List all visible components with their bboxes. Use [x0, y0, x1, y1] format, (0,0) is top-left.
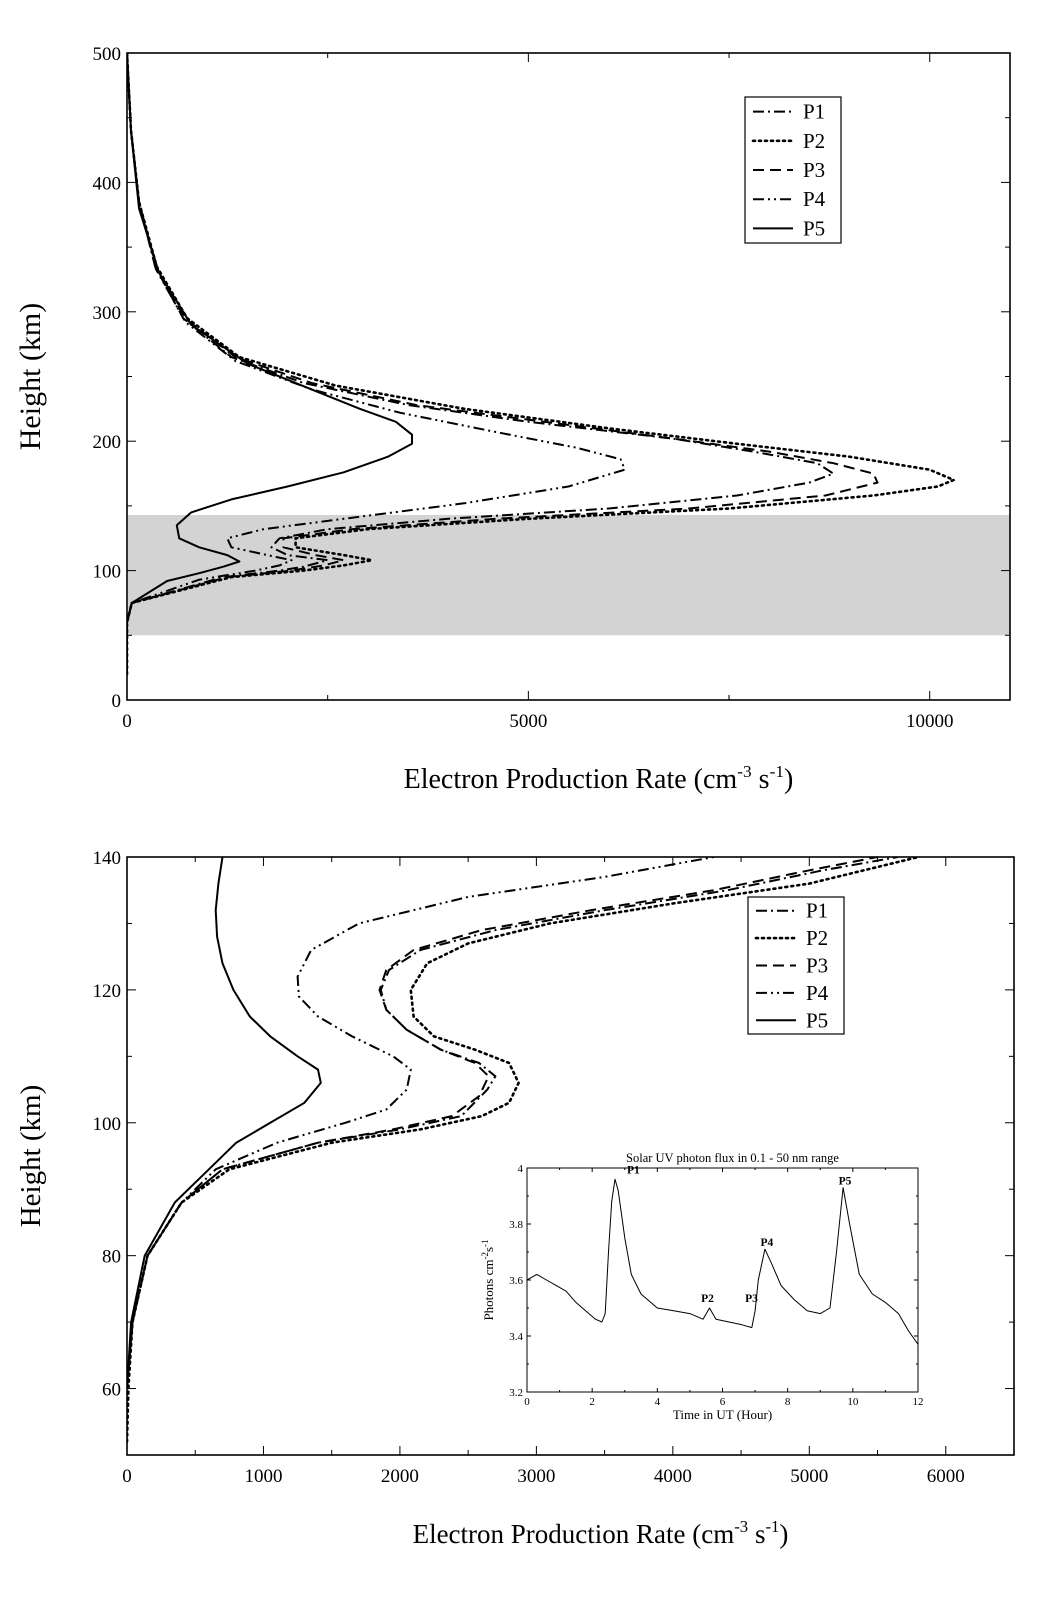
- legend-label-p5: P5: [806, 1008, 828, 1032]
- series-line-p4: [127, 857, 714, 1389]
- y-tick-label: 80: [102, 1247, 121, 1268]
- legend-label-p1: P1: [806, 899, 828, 923]
- series-line-p5: [127, 53, 413, 675]
- x-axis-label-superscript: -1: [770, 762, 784, 781]
- x-axis-label: Electron Production Rate (cm-3 s-1): [404, 762, 794, 795]
- legend: P1 P2 P3 P4 P5: [747, 896, 845, 1035]
- y-tick-label: 3.2: [509, 1387, 523, 1399]
- series-line-p1: [127, 857, 899, 1389]
- x-tick-label: 2: [589, 1396, 595, 1408]
- x-axis-label: Electron Production Rate (cm-3 s-1): [413, 1517, 789, 1549]
- peak-annotation-p3: P3: [745, 1293, 758, 1305]
- x-axis-label-superscript: -3: [734, 1517, 748, 1536]
- inset-y-axis-label-part: s: [481, 1247, 496, 1252]
- x-tick-label: 0: [122, 1466, 132, 1487]
- y-tick-label: 0: [112, 691, 122, 712]
- x-tick-label: 2000: [381, 1466, 419, 1487]
- inset-title: Solar UV photon flux in 0.1 - 50 nm rang…: [626, 1151, 839, 1165]
- y-tick-label: 140: [93, 848, 122, 869]
- y-tick-label: 3.4: [509, 1331, 523, 1343]
- x-tick-label: 10: [847, 1396, 859, 1408]
- x-axis-label-part: ): [779, 1519, 788, 1549]
- x-tick-label: 4: [655, 1396, 661, 1408]
- x-axis-label-part: s: [748, 1519, 765, 1549]
- x-tick-label: 5000: [790, 1466, 828, 1487]
- y-tick-label: 100: [93, 1114, 122, 1135]
- chart-top: 0 5000 10000 0 100 200 300 400 500 Electron Produ…: [14, 44, 1011, 795]
- legend-label-p4: P4: [806, 981, 829, 1005]
- x-tick-label: 6: [720, 1396, 726, 1408]
- series-line-p1: [127, 53, 835, 675]
- inset-y-axis-label-part: Photons cm: [481, 1260, 496, 1321]
- y-axis-label: Height (km): [14, 303, 47, 450]
- legend-label-p2: P2: [806, 926, 828, 950]
- chart-inset: 0 2 4 6 8 10 12 3.2 3.4 3.6 3.8 4 Solar UV photon fl…: [480, 1151, 924, 1422]
- inset-background: [477, 1146, 928, 1428]
- x-tick-label: 1000: [244, 1466, 282, 1487]
- chart-bottom: 0 1000 2000 3000 4000 5000 60006080100120140El…: [15, 848, 1015, 1549]
- series-line-p5: [127, 857, 322, 1389]
- x-axis-label-part: Electron Production Rate (cm: [413, 1519, 735, 1549]
- shaded-band: [128, 514, 1010, 636]
- inset-y-axis-label-superscript: -1: [480, 1239, 490, 1247]
- x-axis-label-part: Electron Production Rate (cm: [404, 764, 738, 795]
- legend-label-p5: P5: [803, 216, 825, 240]
- plot-frame: [126, 856, 1015, 1456]
- x-tick-label: 0: [524, 1396, 530, 1408]
- legend-label-p3: P3: [806, 954, 828, 978]
- peak-annotation-p5: P5: [839, 1176, 852, 1188]
- x-tick-label: 10000: [906, 711, 954, 732]
- y-tick-label: 500: [93, 44, 122, 65]
- x-axis-label-superscript: -3: [737, 762, 751, 781]
- series-line-p2: [127, 857, 920, 1443]
- y-tick-label: 120: [93, 981, 122, 1002]
- y-tick-label: 300: [93, 303, 122, 324]
- y-tick-label: 3.8: [509, 1219, 523, 1231]
- x-axis-label-superscript: -1: [765, 1517, 779, 1536]
- y-tick-label: 100: [93, 562, 122, 583]
- inset-y-axis-label: Photons cm-2s-1: [480, 1239, 496, 1320]
- inset-y-axis-label-superscript: -2: [480, 1252, 490, 1260]
- legend-label-p2: P2: [803, 129, 825, 153]
- x-axis-label-part: s: [752, 764, 770, 795]
- legend-label-p3: P3: [803, 158, 825, 182]
- series-line-p4: [127, 53, 626, 675]
- peak-annotation-p1: P1: [627, 1164, 640, 1176]
- peak-annotation-p4: P4: [760, 1237, 773, 1249]
- legend-label-p1: P1: [803, 100, 825, 124]
- y-tick-label: 200: [93, 432, 122, 453]
- x-tick-label: 12: [913, 1396, 924, 1408]
- inset-x-axis-label: Time in UT (Hour): [673, 1407, 772, 1422]
- legend-label-p4: P4: [803, 187, 826, 211]
- series-line-p3: [127, 857, 878, 1389]
- y-tick-label: 4: [518, 1163, 524, 1175]
- y-tick-label: 400: [93, 173, 122, 194]
- x-axis-label-part: ): [784, 764, 793, 795]
- x-tick-label: 4000: [654, 1466, 692, 1487]
- y-tick-label: 60: [102, 1380, 121, 1401]
- series-line-flux: [527, 1178, 918, 1345]
- peak-annotation-p2: P2: [701, 1293, 714, 1305]
- x-tick-label: 6000: [927, 1466, 965, 1487]
- x-tick-label: 3000: [517, 1466, 555, 1487]
- x-tick-label: 8: [785, 1396, 791, 1408]
- y-tick-label: 3.6: [509, 1275, 523, 1287]
- series-line-p2: [127, 53, 956, 676]
- y-axis-label: Height (km): [15, 1085, 47, 1228]
- legend: P1 P2 P3 P4 P5: [744, 96, 842, 244]
- x-tick-label: 0: [122, 711, 132, 732]
- x-tick-label: 5000: [509, 711, 547, 732]
